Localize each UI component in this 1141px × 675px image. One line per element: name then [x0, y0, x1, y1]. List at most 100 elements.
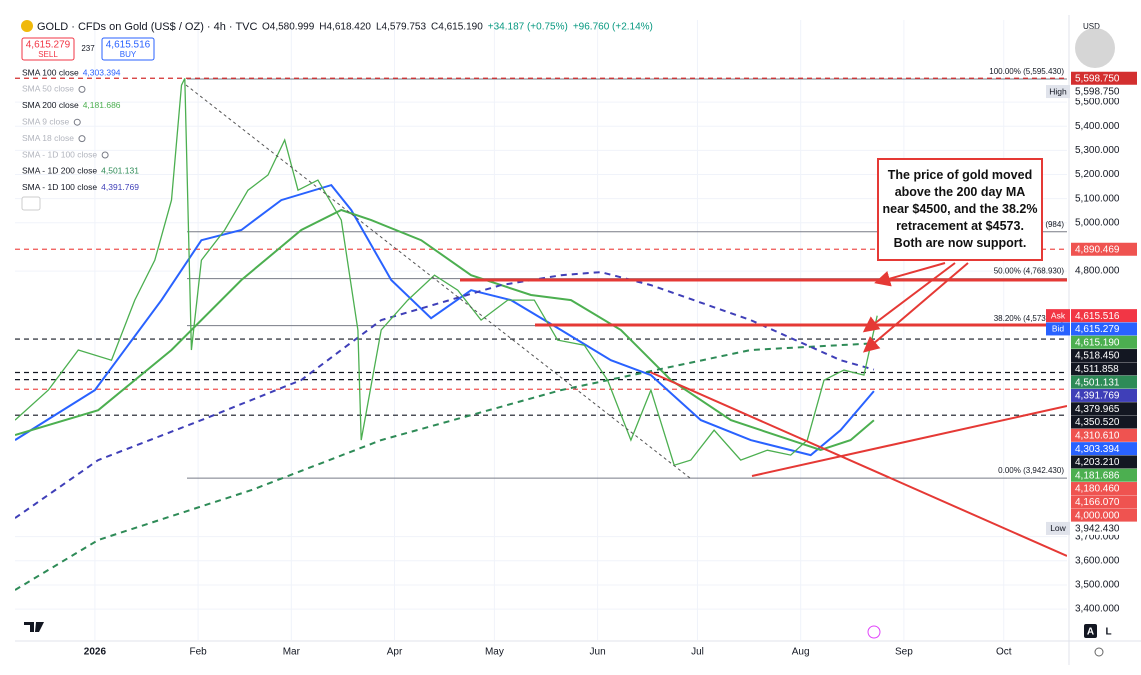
- indicator-line: [15, 342, 874, 591]
- y-tick-label: 4,800.000: [1075, 266, 1120, 277]
- legend-entry-hidden: SMA 18 close: [22, 133, 74, 143]
- price-label-box: [1071, 468, 1137, 482]
- fib-label: 100.00% (5,595.430): [989, 67, 1064, 76]
- trend-line: [751, 405, 1067, 477]
- price-tag: Low: [1050, 523, 1066, 533]
- price-line: [15, 78, 878, 467]
- x-tick-label: Feb: [189, 647, 207, 658]
- visibility-icon[interactable]: [73, 118, 81, 126]
- legend-entry-hidden: SMA - 1D 100 close: [22, 149, 97, 159]
- price-label: 4,350.520: [1075, 417, 1120, 428]
- ohlc-value: O4,580.999: [262, 22, 315, 33]
- fib-label: (984): [1045, 220, 1064, 229]
- price-tag: Bid: [1052, 324, 1065, 334]
- price-label: 4,310.610: [1075, 430, 1120, 441]
- y-tick-label: 5,100.000: [1075, 193, 1120, 204]
- price-label-box: [1071, 388, 1137, 402]
- y-tick-label: 5,200.000: [1075, 169, 1120, 180]
- buy-price[interactable]: 4,615.516: [106, 40, 151, 51]
- price-tag-box: [1046, 521, 1070, 535]
- fib-label: 38.20% (4,573.876): [994, 314, 1065, 323]
- legend-value: 4,391.769: [101, 182, 139, 192]
- legend-entry: SMA 100 close: [22, 67, 79, 77]
- price-label: 4,379.965: [1075, 404, 1120, 415]
- x-tick-label: Oct: [996, 647, 1012, 658]
- buy-button[interactable]: [101, 37, 155, 61]
- price-label: 4,391.769: [1075, 391, 1120, 402]
- price-label: 4,203.210: [1075, 457, 1120, 468]
- x-tick-label: Sep: [895, 647, 913, 658]
- control-button[interactable]: [1084, 624, 1097, 638]
- price-label: 5,598.750: [1075, 87, 1120, 98]
- price-label-box: [1071, 521, 1137, 535]
- price-label-box: [1071, 455, 1137, 469]
- price-label: 4,890.469: [1075, 244, 1120, 255]
- price-label-box: [1071, 335, 1137, 349]
- price-label-box: [1071, 415, 1137, 429]
- price-label: 4,501.131: [1075, 377, 1120, 388]
- settings-icon[interactable]: [1094, 647, 1104, 657]
- price-label: 4,518.450: [1075, 351, 1120, 362]
- collapse-button[interactable]: [21, 196, 41, 211]
- price-label: 4,000.000: [1075, 510, 1120, 521]
- price-label-box: [1071, 402, 1137, 416]
- screenshot-button[interactable]: [1075, 28, 1115, 68]
- events-icon[interactable]: [867, 625, 881, 639]
- price-label: 4,181.686: [1075, 470, 1120, 481]
- price-label-box: [1071, 428, 1137, 442]
- price-label-box: [1071, 442, 1137, 456]
- y-tick-label: 5,300.000: [1075, 145, 1120, 156]
- ohlc-value: +96.760 (+2.14%): [573, 22, 653, 33]
- control-label[interactable]: A: [1087, 627, 1094, 638]
- x-tick-label: Jun: [590, 647, 606, 658]
- price-tag-box: [1046, 322, 1070, 336]
- price-label: 4,615.279: [1075, 324, 1120, 335]
- buy-label[interactable]: BUY: [120, 50, 137, 59]
- legend-entry-hidden: SMA 9 close: [22, 116, 70, 126]
- x-tick-label: Aug: [792, 647, 810, 658]
- visibility-icon[interactable]: [78, 85, 86, 93]
- sell-label[interactable]: SELL: [38, 50, 58, 59]
- sell-price[interactable]: 4,615.279: [26, 40, 71, 51]
- legend-entry: SMA - 1D 100 close: [22, 182, 97, 192]
- visibility-icon[interactable]: [78, 135, 86, 143]
- price-tag: Ask: [1051, 310, 1066, 320]
- x-tick-label: Mar: [283, 647, 301, 658]
- price-label-box: [1071, 71, 1137, 85]
- price-label: 4,511.858: [1075, 364, 1119, 375]
- control-label[interactable]: L: [1105, 627, 1111, 638]
- price-label: 4,615.516: [1075, 311, 1120, 322]
- arrow: [862, 262, 956, 333]
- ohlc-value: C4,615.190: [431, 22, 483, 33]
- price-label-box: [1071, 508, 1137, 522]
- sell-button[interactable]: [21, 37, 75, 61]
- ohlc-value: H4,618.420: [319, 22, 371, 33]
- arrow: [862, 262, 969, 353]
- price-label-box: [1071, 362, 1137, 376]
- price-label-box: [1071, 242, 1137, 256]
- x-tick-label: May: [485, 647, 504, 658]
- y-tick-label: 5,400.000: [1075, 121, 1120, 132]
- price-label-box: [1071, 85, 1137, 99]
- legend-entry-hidden: SMA 50 close: [22, 84, 74, 94]
- y-tick-label: 3,600.000: [1075, 555, 1120, 566]
- price-label-box: [1071, 495, 1137, 509]
- control-button[interactable]: [1102, 624, 1115, 638]
- y-tick-label: 3,700.000: [1075, 531, 1120, 542]
- price-label: 4,166.070: [1075, 497, 1120, 508]
- header: GOLD · CFDs on Gold (US$ / OZ) · 4h · TV…: [21, 20, 653, 211]
- price-label-box: [1071, 482, 1137, 496]
- y-tick-label: 5,000.000: [1075, 217, 1120, 228]
- symbol-icon: [21, 20, 33, 32]
- x-tick-label: Jul: [691, 647, 704, 658]
- indicator-line: [15, 183, 875, 457]
- price-label-box: [1071, 349, 1137, 363]
- trend-line: [649, 371, 1067, 557]
- visibility-icon[interactable]: [101, 151, 109, 159]
- legend-value: 4,181.686: [83, 100, 121, 110]
- price-label: 4,303.394: [1075, 444, 1120, 455]
- x-tick-label: Apr: [387, 647, 403, 658]
